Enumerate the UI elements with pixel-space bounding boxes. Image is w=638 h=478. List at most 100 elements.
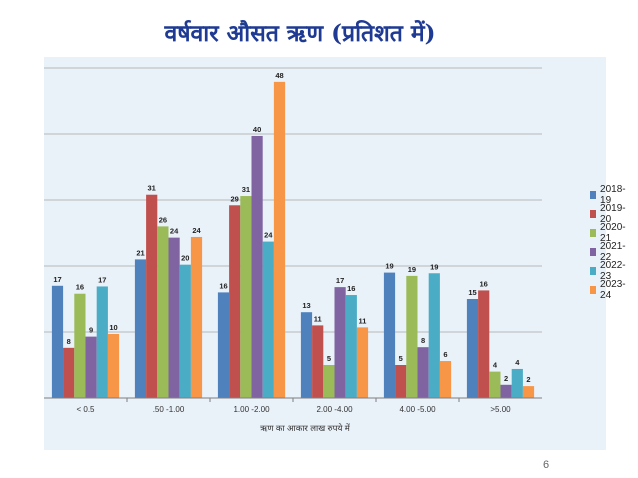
bar-2021-22-0 <box>85 336 97 398</box>
data-label: 2 <box>504 374 508 383</box>
bar-2018-19-3 <box>300 312 313 398</box>
bar-2019-20-1 <box>146 194 158 398</box>
data-label: 15 <box>468 288 476 297</box>
data-label: 20 <box>181 254 189 263</box>
bar-2020-21-1 <box>157 226 169 398</box>
bar-2022-23-5 <box>511 368 523 398</box>
bar-chart: 01020304050 1781691710213126242024162931… <box>44 67 542 433</box>
data-label: 9 <box>89 326 93 335</box>
data-label: 16 <box>347 284 355 293</box>
data-label: 10 <box>109 323 117 332</box>
data-label: 19 <box>385 262 393 271</box>
data-label: 16 <box>76 283 84 292</box>
x-axis-label: ऋण का आकार लाख रुपये में <box>260 423 351 433</box>
data-label: 4 <box>493 361 498 370</box>
data-label: 13 <box>302 301 310 310</box>
bar-2018-19-2 <box>217 292 230 398</box>
legend-label: 2021-22 <box>600 241 626 263</box>
bar-2021-22-1 <box>168 237 180 398</box>
legend-label: 2022-23 <box>600 260 626 282</box>
data-label: 2 <box>526 375 530 384</box>
legend-swatch <box>590 210 597 218</box>
bar-2021-22-4 <box>417 347 429 398</box>
legend-item: 2020-21 <box>590 222 628 244</box>
legend-label: 2018-19 <box>600 184 626 206</box>
x-axis-ticks: < 0.5 .50 -1.00 1.00 -2.00 2.00 -4.00 4.00 -… <box>76 398 511 414</box>
bar-2018-19-4 <box>383 272 396 398</box>
bar-2019-20-0 <box>63 347 75 398</box>
bar-2019-20-2 <box>229 205 241 398</box>
data-label: 31 <box>148 184 156 193</box>
bar-2022-23-3 <box>345 295 357 398</box>
chart-panel: 01020304050 1781691710213126242024162931… <box>44 57 626 450</box>
data-label: 5 <box>399 354 403 363</box>
bar-2022-23-1 <box>179 264 191 398</box>
data-labels: 1781691710213126242024162931402448131151… <box>53 71 530 384</box>
data-label: 8 <box>421 336 425 345</box>
legend-item: 2023-24 <box>590 279 628 301</box>
bar-2019-20-5 <box>478 290 490 398</box>
data-label: 17 <box>336 276 344 285</box>
data-label: 19 <box>408 265 416 274</box>
bar-2023-24-0 <box>107 333 120 398</box>
data-label: 11 <box>359 316 367 325</box>
x-tick-label: >5.00 <box>490 405 511 414</box>
bars <box>51 81 535 399</box>
x-tick-label: 2.00 -4.00 <box>316 405 353 414</box>
legend-swatch <box>590 286 597 294</box>
page-number: 6 <box>543 459 550 471</box>
chart-legend: 2018-19 2019-20 2020-21 2021-22 2022-23 2023-… <box>590 184 628 301</box>
data-label: 6 <box>443 350 447 359</box>
data-label: 5 <box>327 354 331 363</box>
x-tick-label: 4.00 -5.00 <box>399 405 436 414</box>
legend-label: 2023-24 <box>600 279 626 301</box>
bar-2020-21-5 <box>489 371 501 398</box>
bar-2019-20-3 <box>312 325 324 398</box>
bar-2023-24-2 <box>273 81 286 399</box>
data-label: 26 <box>159 215 167 224</box>
bar-2018-19-5 <box>466 299 479 398</box>
legend-swatch <box>590 191 597 199</box>
legend-item: 2019-20 <box>590 203 628 225</box>
bar-2019-20-4 <box>395 365 407 398</box>
data-label: 24 <box>192 226 201 235</box>
bar-2022-23-2 <box>262 241 274 398</box>
legend-label: 2020-21 <box>600 222 626 244</box>
slide-title: वर्षवार औसत ऋण (प्रतिशत में) <box>164 20 436 47</box>
bar-2021-22-2 <box>251 135 263 398</box>
data-label: 11 <box>314 314 322 323</box>
bar-2020-21-0 <box>74 293 86 398</box>
data-label: 16 <box>480 279 488 288</box>
data-label: 17 <box>53 275 61 284</box>
data-label: 24 <box>264 231 273 240</box>
data-label: 29 <box>231 194 239 203</box>
data-label: 31 <box>242 185 250 194</box>
x-tick-label: 1.00 -2.00 <box>233 405 270 414</box>
bar-2020-21-2 <box>240 196 252 398</box>
data-label: 4 <box>515 358 520 367</box>
legend-swatch <box>590 248 597 256</box>
legend-label: 2019-20 <box>600 203 626 225</box>
data-label: 16 <box>219 281 227 290</box>
x-tick-label: < 0.5 <box>76 405 95 414</box>
bar-2018-19-0 <box>51 285 64 398</box>
bar-2021-22-5 <box>500 384 512 398</box>
data-label: 40 <box>253 125 261 134</box>
x-tick-label: .50 -1.00 <box>153 405 185 414</box>
data-label: 19 <box>430 262 438 271</box>
legend-item: 2022-23 <box>590 260 628 282</box>
bar-2023-24-5 <box>522 386 535 398</box>
bar-2021-22-3 <box>334 287 346 398</box>
data-label: 48 <box>275 71 283 80</box>
bar-2023-24-4 <box>439 361 452 398</box>
bar-2022-23-0 <box>96 286 108 398</box>
data-label: 8 <box>67 337 71 346</box>
legend-swatch <box>590 229 597 237</box>
data-label: 21 <box>136 248 144 257</box>
bar-2020-21-4 <box>406 275 418 398</box>
legend-item: 2021-22 <box>590 241 628 263</box>
bar-2018-19-1 <box>134 259 147 398</box>
legend-swatch <box>590 267 597 275</box>
bar-2023-24-3 <box>356 327 369 398</box>
bar-2020-21-3 <box>323 365 335 398</box>
